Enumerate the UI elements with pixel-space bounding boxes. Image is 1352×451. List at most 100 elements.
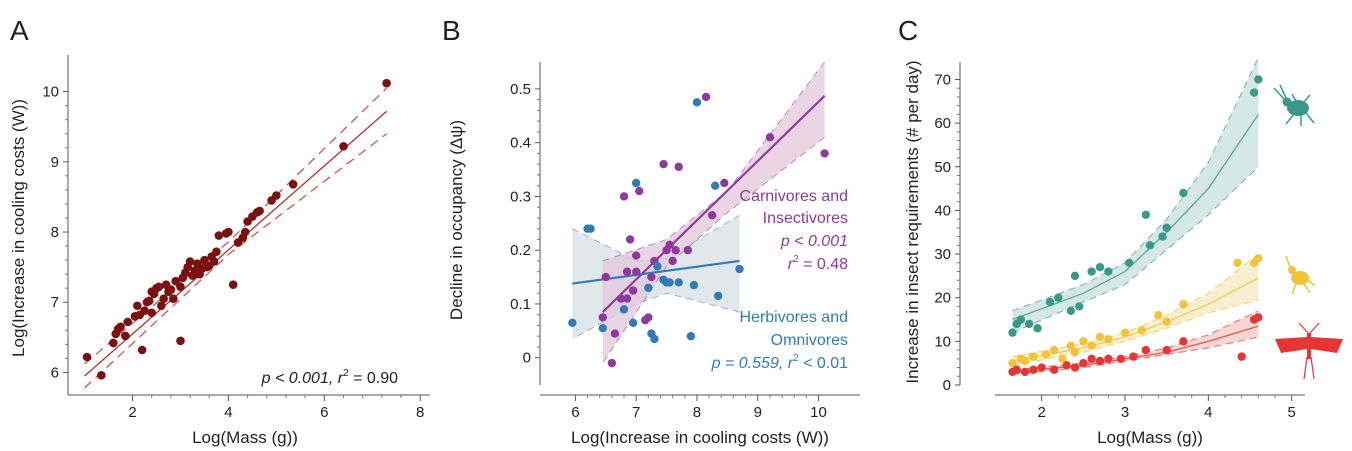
panel-a-data-point <box>140 306 149 315</box>
panel-c-data-point <box>1124 258 1134 267</box>
panel-a-ci-upper <box>84 87 388 365</box>
panel-c-x-label: Log(Mass (g)) <box>1097 428 1203 447</box>
panel-c-data-point <box>1008 328 1017 337</box>
panel-a-confidence-band <box>84 87 388 389</box>
y-tick-label: 8 <box>51 224 59 241</box>
panel-c-data-point <box>1029 365 1038 374</box>
panel-c-y-label: Increase in insect requirements (# per d… <box>903 60 922 383</box>
panel-a-data-point <box>154 282 164 292</box>
panel-b-points <box>568 92 829 368</box>
panel-a-data-point <box>168 294 178 304</box>
panel-c-ci-fill-yellow <box>1012 254 1259 366</box>
panel-b-y-ticks: 0 0.1 0.2 0.3 0.4 0.5 <box>510 81 540 367</box>
panel-c-data-point <box>1141 210 1151 219</box>
panel-b-data-point <box>644 283 653 293</box>
panel-c-data-point <box>1179 300 1188 309</box>
panel-c-data-point <box>1237 352 1246 361</box>
panel-c-data-point <box>1154 310 1163 320</box>
panel-b-data-point <box>665 278 674 287</box>
panel-c-data-point <box>1179 188 1188 198</box>
panel-c-data-point <box>1070 271 1080 281</box>
panel-c-data-point <box>1095 356 1105 366</box>
panel-b-data-point <box>607 358 617 368</box>
panel-c-data-point <box>1066 341 1076 350</box>
panel-b-data-point <box>619 305 629 314</box>
panel-a-data-point <box>97 370 106 380</box>
panel-b-label: B <box>442 15 461 46</box>
panel-c-data-point <box>1016 315 1026 324</box>
panel-c-data-point <box>1254 75 1263 84</box>
panel-b-data-point <box>644 313 653 322</box>
panel-b-data-point <box>631 267 641 276</box>
panel-b-data-point <box>631 178 641 188</box>
panel-b-data-point <box>820 149 829 158</box>
y-tick-label: 30 <box>934 246 951 263</box>
panel-b-data-point <box>674 162 683 172</box>
panel-a-data-point <box>212 247 221 256</box>
panel-c-data-point <box>1095 332 1105 342</box>
y-tick-label: 10 <box>42 84 59 101</box>
panel-b-fit-carnivores <box>601 95 826 313</box>
panel-c-data-point <box>1141 345 1151 355</box>
panel-c-ci-fill-teal <box>1012 57 1259 333</box>
panel-a-data-point <box>200 255 209 265</box>
panel-c-data-point <box>1095 262 1105 272</box>
panel-c-data-point <box>1087 341 1096 350</box>
carnivore-r2: r2 = 0.48 <box>788 254 848 273</box>
panel-b-data-point <box>650 334 659 344</box>
panel-b-ci-lower-herbivores <box>572 292 740 340</box>
panel-c-data-point <box>1179 337 1188 346</box>
panel-b-data-point <box>674 278 683 287</box>
y-tick-label: 40 <box>934 202 951 219</box>
panel-a: A 6 7 8 9 10 2 4 6 8 Log(Mass (g)) Log(Increase… <box>9 15 430 447</box>
x-tick-label: 5 <box>1287 404 1295 421</box>
panel-b-data-point <box>586 224 595 233</box>
panel-a-axes: 6 7 8 9 10 2 4 6 8 <box>42 55 430 421</box>
panel-b-data-point <box>683 245 693 255</box>
panel-a-y-label: Log(Increase in cooling costs (W)) <box>9 99 28 357</box>
herbivore-label-line1: Herbivores and <box>740 309 849 326</box>
y-tick-label: 50 <box>934 159 951 176</box>
panel-b-data-point <box>653 262 662 271</box>
panel-a-x-ticks: 2 4 6 8 <box>128 395 424 421</box>
panel-c-x-ticks: 2 3 4 5 <box>1037 395 1296 421</box>
panel-c-ci-fill-red <box>1012 310 1259 375</box>
panel-b-data-point <box>631 251 641 260</box>
panel-c-data-point <box>1158 232 1167 241</box>
panel-b-data-point <box>619 192 629 201</box>
panel-c-data-point <box>1087 267 1096 276</box>
panel-a-ci-lower <box>84 133 388 389</box>
y-tick-label: 0 <box>523 350 531 367</box>
panel-c-data-point <box>1116 354 1126 364</box>
x-tick-label: 6 <box>571 404 579 421</box>
panel-a-data-point <box>339 142 348 151</box>
panel-c-y-ticks: 0 10 20 30 40 50 60 70 <box>934 71 960 394</box>
panel-b-data-point <box>720 178 729 188</box>
panel-c-data-point <box>1249 88 1259 97</box>
x-tick-label: 8 <box>416 404 424 421</box>
panel-c-data-point <box>1162 317 1171 326</box>
y-tick-label: 0.5 <box>510 81 531 98</box>
panel-b-data-point <box>665 240 674 250</box>
panel-c: C 0 10 20 30 40 50 60 70 2 3 4 5 Log(Mass (g)) Inc… <box>898 15 1343 447</box>
x-tick-label: 3 <box>1121 404 1129 421</box>
panel-c-data-point <box>1104 354 1113 364</box>
herbivore-label-line2: Omnivores <box>771 332 848 349</box>
panel-b-data-point <box>647 272 656 282</box>
bee-icon <box>1285 255 1316 295</box>
panel-b-axes: 0 0.1 0.2 0.3 0.4 0.5 6 7 8 9 10 <box>510 62 860 421</box>
panel-a-data-point <box>121 331 130 341</box>
panel-a-data-point <box>133 301 142 311</box>
panel-c-data-point <box>1058 354 1067 364</box>
panel-a-data-point <box>157 301 166 311</box>
panel-c-data-point <box>1104 334 1113 344</box>
y-tick-label: 0.3 <box>510 188 531 205</box>
y-tick-label: 60 <box>934 115 951 132</box>
panel-c-data-point <box>1045 297 1055 307</box>
moth-icon <box>1275 322 1343 380</box>
panel-b-carnivore-legend: Carnivores and Insectivores p < 0.001 r2… <box>740 188 849 273</box>
panel-b-y-label: Decline in occupancy (Δψ) <box>447 120 466 320</box>
carnivore-label-line1: Carnivores and <box>740 188 849 205</box>
panel-a-data-point <box>109 338 118 348</box>
